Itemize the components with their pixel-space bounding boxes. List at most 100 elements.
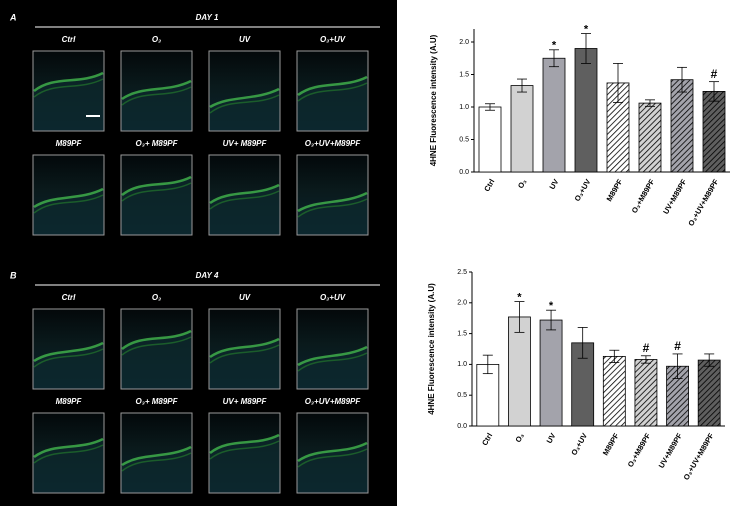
x-tick-label: UV+M89PF [661, 177, 688, 216]
bar [510, 85, 534, 173]
tissue-edge [298, 347, 367, 388]
tissue-edge [209, 87, 280, 109]
tissue-edge [122, 81, 191, 130]
significance-mark: * [552, 40, 557, 52]
tissue-edge [297, 448, 368, 468]
image-label: M89PF [56, 139, 83, 148]
tissue-edge [298, 443, 367, 492]
y-axis-label: 4HNE Fluorescence intensity (A.U) [429, 34, 438, 166]
image-label: O₃ [152, 35, 161, 44]
tissue-edge [33, 194, 104, 214]
bar [602, 355, 626, 427]
image-label: Ctrl [62, 293, 77, 302]
x-tick-label: Ctrl [480, 431, 494, 447]
y-tick-label: 2.0 [457, 300, 467, 307]
y-tick-label: 2.0 [459, 39, 469, 46]
tissue-edge [297, 75, 368, 97]
y-tick-label: 1.0 [459, 104, 469, 111]
tissue-edge [34, 73, 103, 130]
tissue-edge [33, 341, 104, 363]
tissue-edge [121, 79, 192, 101]
significance-mark: # [643, 341, 650, 355]
panel-letter: A [9, 12, 17, 22]
bar [508, 316, 531, 427]
image-label: O₃+ M89PF [135, 139, 178, 148]
image-label: UV+ M89PF [223, 139, 268, 148]
tissue-edge [34, 439, 103, 492]
tissue-edge [210, 89, 279, 130]
tissue-edge [121, 336, 192, 356]
image-label: O₃+ M89PF [135, 397, 178, 406]
x-tick-label: UV [545, 431, 558, 445]
tissue-edge [209, 94, 280, 114]
bar [670, 79, 694, 173]
x-tick-label: O₃+UV [569, 431, 589, 456]
y-axis-label: 4HNE Fluorescence intensity (A.U) [427, 283, 436, 415]
image-label: M89PF [56, 397, 83, 406]
image-label: UV [239, 293, 251, 302]
y-tick-label: 0.5 [457, 392, 467, 399]
bar [574, 48, 598, 173]
tissue-edge [209, 344, 280, 364]
tissue-edge [209, 337, 280, 359]
bar [634, 359, 658, 427]
image-label: UV+ M89PF [223, 397, 268, 406]
tissue-edge [33, 444, 104, 464]
x-tick-label: O₃+M89PF [626, 431, 653, 469]
x-tick-label: O₃ [516, 177, 529, 190]
tissue-edge [210, 435, 279, 492]
tissue-edge [297, 352, 368, 372]
tissue-edge [210, 185, 279, 234]
tissue-edge [33, 78, 104, 98]
significance-mark: # [674, 339, 681, 353]
image-label: UV [239, 35, 251, 44]
tissue-edge [210, 339, 279, 388]
image-label: O₃+UV [320, 293, 346, 302]
x-tick-label: O₃+UV+M89PF [686, 177, 720, 227]
tissue-edge [297, 198, 368, 218]
bar [638, 102, 662, 173]
tissue-edge [121, 445, 192, 467]
day-label: DAY 1 [196, 13, 219, 22]
bar [542, 57, 566, 173]
tissue-edge [33, 187, 104, 209]
y-tick-label: 0.0 [459, 169, 469, 176]
panel-letter: B [10, 270, 17, 280]
tissue-edge [121, 86, 192, 106]
image-label: Ctrl [62, 35, 77, 44]
x-tick-label: O₃+UV+M89PF [682, 431, 716, 481]
tissue-edge [33, 437, 104, 459]
x-tick-label: UV+M89PF [657, 431, 684, 470]
bar [478, 106, 502, 173]
significance-mark: * [584, 23, 589, 35]
image-label: O₃+UV+M89PF [305, 397, 362, 406]
tissue-edge [298, 77, 367, 130]
x-tick-label: M89PF [601, 431, 621, 457]
tissue-edge [122, 177, 191, 234]
y-tick-label: 1.0 [457, 361, 467, 368]
image-label: O₃+UV+M89PF [305, 139, 362, 148]
tissue-edge [121, 182, 192, 202]
tissue-edge [33, 348, 104, 368]
x-tick-label: O₃+UV [573, 177, 593, 202]
x-tick-label: UV [547, 177, 560, 191]
tissue-edge [209, 190, 280, 210]
significance-mark: * [517, 291, 522, 303]
tissue-edge [122, 331, 191, 388]
image-label: O₃ [152, 293, 161, 302]
y-tick-label: 0.0 [457, 423, 467, 430]
tissue-edge [121, 329, 192, 351]
x-tick-label: O₃ [513, 431, 526, 444]
y-tick-label: 1.5 [459, 71, 469, 78]
tissue-edge [121, 452, 192, 472]
x-tick-label: O₃+M89PF [630, 177, 657, 215]
day-label: DAY 4 [196, 271, 219, 280]
tissue-edge [209, 433, 280, 455]
y-tick-label: 0.5 [459, 136, 469, 143]
y-tick-label: 1.5 [457, 330, 467, 337]
tissue-edge [297, 82, 368, 102]
x-tick-label: Ctrl [482, 177, 496, 193]
image-label: O₃+UV [320, 35, 346, 44]
x-tick-label: M89PF [605, 177, 625, 203]
